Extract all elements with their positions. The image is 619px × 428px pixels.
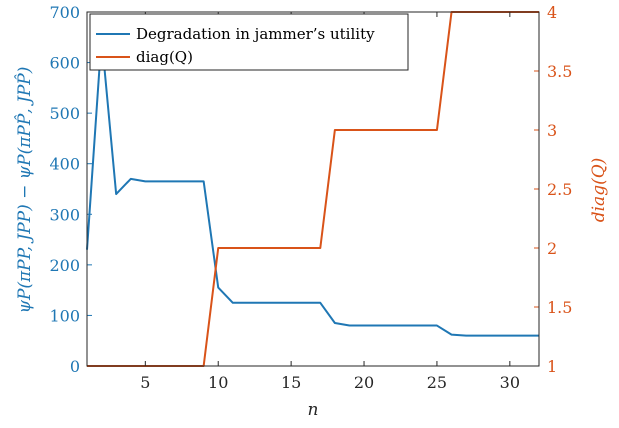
left-y-tick-label: 400 [49,155,80,174]
legend-label-diagq: diag(Q) [136,48,193,66]
x-tick-label: 15 [281,373,301,392]
legend: Degradation in jammer’s utility diag(Q) [89,13,409,71]
right-y-tick-label: 1.5 [547,298,572,317]
right-y-tick-label: 1 [547,357,557,376]
legend-box [89,13,409,71]
series-line-degradation [86,36,539,337]
legend-label-degradation: Degradation in jammer’s utility [136,25,375,43]
x-tick-label: 30 [500,373,520,392]
left-y-tick-label: 200 [49,256,80,275]
left-y-tick-label: 300 [49,205,80,224]
left-y-tick-label: 0 [70,357,80,376]
left-y-tick-label: 500 [49,104,80,123]
x-axis-label: n [308,400,319,420]
left-axis-label: ψP(πPP, JPP) − ψP(πPP̂, JPP̂) [15,67,35,314]
right-y-tick-label: 4 [547,3,557,22]
left-y-tick-label: 100 [49,306,80,325]
x-tick-label: 25 [427,373,447,392]
x-tick-label: 5 [140,373,150,392]
left-y-tick-label: 600 [49,54,80,73]
plot-frame [86,11,540,367]
right-y-tick-label: 3 [547,121,557,140]
right-axis-label: diag(Q) [589,158,609,223]
left-y-tick-label: 700 [49,3,80,22]
plot-area [87,12,539,366]
right-y-tick-label: 2 [547,239,557,258]
x-tick-label: 10 [208,373,228,392]
right-y-tick-label: 3.5 [547,62,572,81]
x-tick-label: 20 [354,373,374,392]
right-y-tick-label: 2.5 [547,180,572,199]
